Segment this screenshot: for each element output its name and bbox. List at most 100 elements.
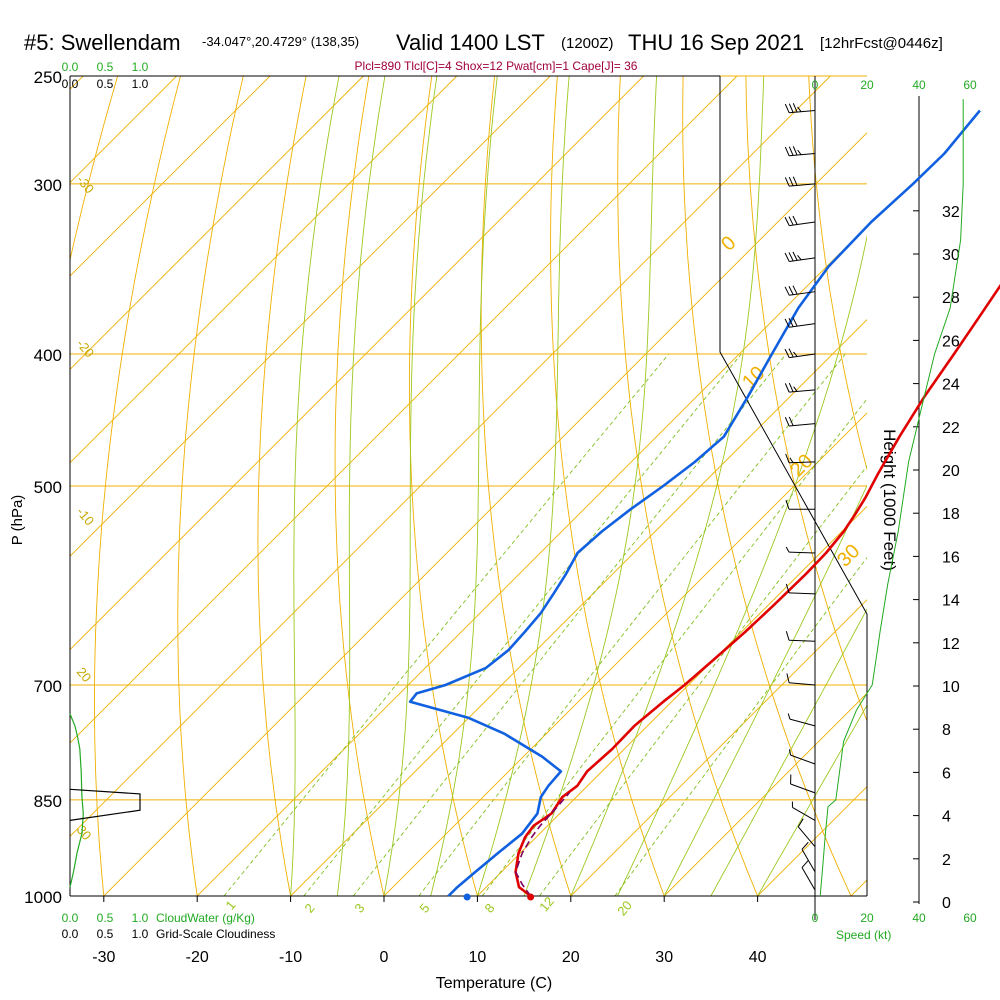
wind-barb [790,774,816,794]
dry-adiabat-label: 20 [74,664,95,685]
background-lines [70,75,1000,897]
wind-barb [786,673,816,686]
speed-axis-title: Speed (kt) [836,928,891,942]
wind-barb-flag [784,216,790,226]
moist-adiabat [617,234,867,896]
wind-barb-flag [784,348,790,358]
dry-adiabat [682,76,852,896]
height-tick-label: 20 [942,463,960,480]
height-tick-label: 32 [942,204,960,221]
cloudiness-block [69,788,141,821]
pressure-tick-label: 300 [34,176,62,195]
speed-tick-top: 20 [860,78,874,92]
profiles [69,99,1000,901]
wind-barb-flag [788,103,794,113]
cloudwater-tick-bottom: 1.0 [132,911,149,925]
wind-barb [784,285,816,296]
wind-barb-staff [789,153,816,157]
wind-barb-flag [788,348,794,358]
valid-date: THU 16 Sep 2021 [628,30,804,55]
wind-barb-staff [790,754,816,765]
dry-adiabat-label: -20 [74,336,98,360]
mixing-ratio-label: 3 [351,901,367,916]
wind-barb [785,500,815,510]
wind-barb-flag [788,176,794,186]
wind-barb-flag [789,457,794,463]
wind-barb-flag [788,318,794,327]
wind-barb-staff [789,353,816,359]
dry-adiabat-label: 30 [74,822,95,843]
cloudiness-tick-bottom: 1.0 [132,927,149,941]
wind-barb [797,818,816,848]
speed-tick-bottom: 40 [912,911,926,925]
moist-adiabat [663,484,867,896]
dry-adiabat [745,76,867,723]
mixing-ratio-label: 2 [301,901,317,916]
wind-barb-flag [788,146,794,156]
wind-barb-staff [789,109,816,114]
stability-indices: Plcl=890 Tlcl[C]=4 Shox=12 Pwat[cm]=1 Ca… [355,59,638,73]
wind-barb-flag [784,103,790,113]
pressure-tick-label: 250 [34,68,62,87]
moist-adiabat [476,76,570,896]
background-clip [70,76,1000,896]
wind-barb-flag [801,860,809,868]
moist-adiabat [710,608,867,896]
wind-barb-staff [788,551,816,554]
wind-barb-flag [784,383,790,393]
mixing-ratio-line [352,353,787,896]
dry-adiabat [550,76,665,896]
mixing-ratio-label: 20 [614,898,635,919]
wind-barb-staff [801,867,816,891]
wind-barb-flag [797,818,804,828]
temperature-tick-label: -10 [279,949,302,966]
temperature-tick-label: 20 [562,949,580,966]
speed-tick-top: 0 [812,78,819,92]
speed-tick-top: 60 [963,78,977,92]
cloudiness-tick-top: 0.0 [62,77,79,91]
wind-barb-flag [788,286,794,295]
wind-barb-flag [788,252,794,262]
wind-barb-flag [788,216,794,226]
wind-barb-flag [792,176,798,186]
moist-adiabat [757,704,867,896]
isotherm-line [944,76,1000,896]
wind-barb-flag [788,416,794,426]
frames [69,75,920,920]
profile-parcel [514,792,570,897]
wind-barb-flag [797,149,802,156]
wind-barb-staff [789,183,816,187]
height-tick-label: 22 [942,420,960,437]
pressure-tick-label: 1000 [24,888,62,907]
moist-adiabat [383,76,438,896]
height-tick-label: 28 [942,290,960,307]
temperature-tick-label: 0 [380,949,389,966]
wind-barb [784,215,816,227]
y-axis-title: P (hPa) [9,495,26,546]
wind-barb [784,348,816,359]
wind-barb-staff [788,639,816,642]
wind-barb-staff [789,323,816,328]
wind-barb-flag [784,146,790,156]
pressure-tick-label: 850 [34,792,62,811]
pressure-tick-label: 500 [34,478,62,497]
surface-temperature-dot [527,893,535,901]
wind-barb-flag [784,318,790,328]
mixing-ratio-label: 8 [481,901,497,916]
mixing-ratio-label: 12 [536,894,557,915]
height-tick-label: 10 [942,679,960,696]
wind-barb [785,631,816,642]
wind-barb [801,860,816,891]
temperature-tick-label: 30 [655,949,673,966]
mixing-ratio-line [418,353,846,896]
wind-barb-staff [789,423,816,427]
isotherm-line [70,76,458,464]
wind-barb [791,801,816,821]
wind-barb [784,146,816,157]
wind-barb-flag [793,386,798,392]
speed-tick-bottom: 20 [860,911,874,925]
moist-adiabat [430,76,498,896]
wind-barb [784,382,816,393]
wind-barb [784,251,816,262]
